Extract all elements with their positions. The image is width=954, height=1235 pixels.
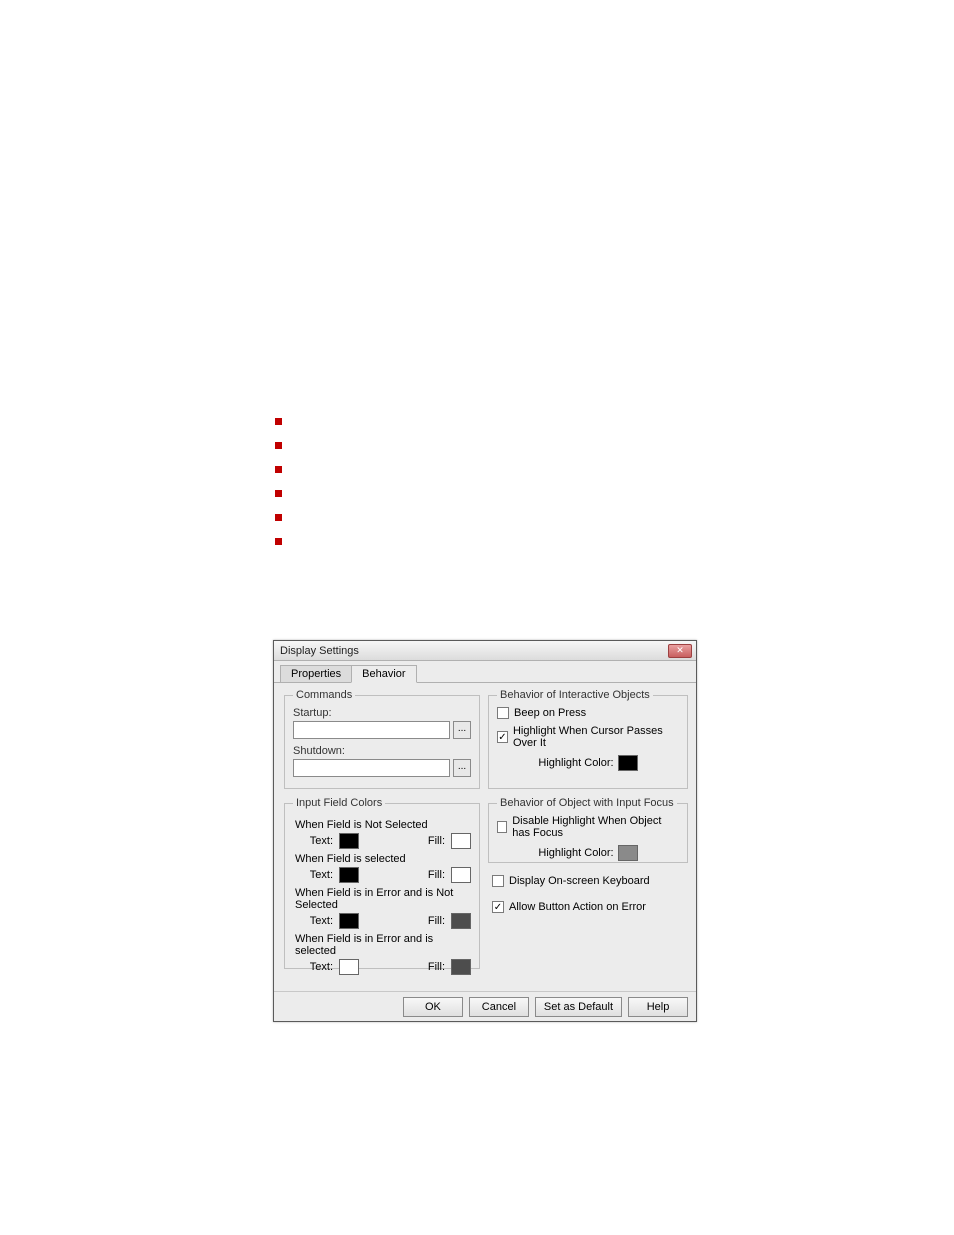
ifc-es-text-label: Text: [305, 961, 333, 973]
disable-highlight-checkbox[interactable] [497, 821, 507, 833]
ifc-ens-text-label: Text: [305, 915, 333, 927]
ifc-s-fill-label: Fill: [417, 869, 445, 881]
highlight-cursor-label: Highlight When Cursor Passes Over It [513, 725, 679, 749]
input-focus-legend: Behavior of Object with Input Focus [497, 797, 677, 809]
ifc-not-selected-label: When Field is Not Selected [295, 819, 471, 831]
bullet-item [275, 511, 725, 521]
ifc-error-ns-label: When Field is in Error and is Not Select… [295, 887, 471, 911]
shutdown-input[interactable] [293, 759, 450, 777]
commands-group: Commands Startup: ... Shutdown: ... [284, 689, 480, 789]
ifc-legend: Input Field Colors [293, 797, 385, 809]
ifc-es-text-swatch[interactable] [339, 959, 359, 975]
set-default-button[interactable]: Set as Default [535, 997, 622, 1017]
allow-button-error-checkbox[interactable] [492, 901, 504, 913]
bof-highlight-color-label: Highlight Color: [538, 847, 613, 859]
allow-button-error-row: Allow Button Action on Error [492, 901, 646, 913]
cancel-button[interactable]: Cancel [469, 997, 529, 1017]
commands-legend: Commands [293, 689, 355, 701]
button-bar: OK Cancel Set as Default Help [274, 991, 696, 1021]
highlight-cursor-checkbox[interactable] [497, 731, 508, 743]
bullet-list [275, 415, 725, 559]
input-focus-group: Behavior of Object with Input Focus Disa… [488, 797, 688, 863]
bullet-square-icon [275, 418, 282, 425]
tab-strip: Properties Behavior [274, 661, 696, 683]
interactive-objects-group: Behavior of Interactive Objects Beep on … [488, 689, 688, 789]
startup-input[interactable] [293, 721, 450, 739]
bio-highlight-color-label: Highlight Color: [538, 757, 613, 769]
ok-button[interactable]: OK [403, 997, 463, 1017]
ifc-ens-text-swatch[interactable] [339, 913, 359, 929]
bullet-item [275, 439, 725, 449]
interactive-objects-legend: Behavior of Interactive Objects [497, 689, 653, 701]
startup-browse-button[interactable]: ... [453, 721, 471, 739]
bullet-square-icon [275, 514, 282, 521]
ifc-ens-fill-label: Fill: [417, 915, 445, 927]
ifc-ns-text-swatch[interactable] [339, 833, 359, 849]
beep-checkbox[interactable] [497, 707, 509, 719]
disable-highlight-label: Disable Highlight When Object has Focus [512, 815, 679, 839]
dialog-title: Display Settings [280, 645, 359, 657]
help-button[interactable]: Help [628, 997, 688, 1017]
close-button[interactable]: ✕ [668, 644, 692, 658]
ifc-s-text-swatch[interactable] [339, 867, 359, 883]
ifc-s-fill-swatch[interactable] [451, 867, 471, 883]
ifc-ns-fill-swatch[interactable] [451, 833, 471, 849]
ifc-error-s-label: When Field is in Error and is selected [295, 933, 471, 957]
bullet-item [275, 487, 725, 497]
ifc-ens-fill-swatch[interactable] [451, 913, 471, 929]
bullet-square-icon [275, 490, 282, 497]
onscreen-keyboard-label: Display On-screen Keyboard [509, 875, 650, 887]
ifc-s-text-label: Text: [305, 869, 333, 881]
dialog-body: Commands Startup: ... Shutdown: ... Beha… [274, 683, 696, 999]
shutdown-browse-button[interactable]: ... [453, 759, 471, 777]
titlebar: Display Settings ✕ [274, 641, 696, 661]
onscreen-keyboard-row: Display On-screen Keyboard [492, 875, 650, 887]
ifc-selected-label: When Field is selected [295, 853, 471, 865]
bof-highlight-color-swatch[interactable] [618, 845, 638, 861]
onscreen-keyboard-checkbox[interactable] [492, 875, 504, 887]
bullet-square-icon [275, 538, 282, 545]
bullet-item [275, 535, 725, 545]
allow-button-error-label: Allow Button Action on Error [509, 901, 646, 913]
startup-label: Startup: [293, 707, 471, 719]
ifc-es-fill-swatch[interactable] [451, 959, 471, 975]
shutdown-label: Shutdown: [293, 745, 471, 757]
ifc-ns-fill-label: Fill: [417, 835, 445, 847]
tab-behavior[interactable]: Behavior [351, 665, 416, 683]
tab-properties[interactable]: Properties [280, 665, 352, 682]
bullet-square-icon [275, 466, 282, 473]
bullet-item [275, 415, 725, 425]
input-field-colors-group: Input Field Colors When Field is Not Sel… [284, 797, 480, 969]
display-settings-dialog: Display Settings ✕ Properties Behavior C… [273, 640, 697, 1022]
bio-highlight-color-swatch[interactable] [618, 755, 638, 771]
beep-label: Beep on Press [514, 707, 586, 719]
ifc-ns-text-label: Text: [305, 835, 333, 847]
ifc-es-fill-label: Fill: [417, 961, 445, 973]
bullet-item [275, 463, 725, 473]
bullet-square-icon [275, 442, 282, 449]
